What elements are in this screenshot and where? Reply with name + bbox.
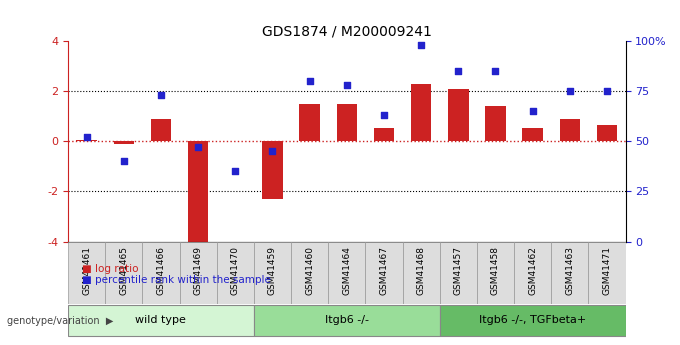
Bar <box>262 141 283 199</box>
Text: GSM41461: GSM41461 <box>82 246 91 295</box>
Bar <box>477 241 514 304</box>
Bar <box>448 89 469 141</box>
Point <box>192 145 203 150</box>
Text: GSM41470: GSM41470 <box>231 246 240 295</box>
Point <box>341 83 352 88</box>
Bar <box>440 241 477 304</box>
Bar <box>597 125 617 141</box>
Bar <box>440 305 626 336</box>
Point <box>490 69 501 74</box>
Bar <box>180 241 217 304</box>
Bar <box>299 104 320 141</box>
Text: GSM41469: GSM41469 <box>194 246 203 295</box>
Bar <box>76 140 97 141</box>
Text: ■ log ratio: ■ log ratio <box>82 264 138 274</box>
Text: wild type: wild type <box>135 315 186 325</box>
Point <box>527 109 538 114</box>
Bar <box>68 305 254 336</box>
Bar <box>254 241 291 304</box>
Bar <box>217 241 254 304</box>
Text: GSM41466: GSM41466 <box>156 246 165 295</box>
Bar <box>551 241 588 304</box>
Bar <box>522 128 543 141</box>
Title: GDS1874 / M200009241: GDS1874 / M200009241 <box>262 25 432 39</box>
Text: GSM41467: GSM41467 <box>379 246 388 295</box>
Point <box>230 169 241 174</box>
Bar <box>151 119 171 141</box>
Bar <box>486 106 506 141</box>
Bar <box>588 241 626 304</box>
Text: GSM41457: GSM41457 <box>454 246 463 295</box>
Bar <box>337 104 357 141</box>
Text: GSM41468: GSM41468 <box>417 246 426 295</box>
Point <box>453 69 464 74</box>
Bar <box>254 305 440 336</box>
Text: GSM41458: GSM41458 <box>491 246 500 295</box>
Bar <box>365 241 403 304</box>
Bar <box>188 141 208 244</box>
Text: Itgb6 -/-: Itgb6 -/- <box>325 315 369 325</box>
Point <box>304 79 315 84</box>
Bar <box>291 241 328 304</box>
Point <box>118 159 129 164</box>
Bar <box>142 241 180 304</box>
Point <box>564 89 575 94</box>
Text: GSM41462: GSM41462 <box>528 246 537 295</box>
Point <box>156 93 167 98</box>
Bar <box>411 84 431 141</box>
Point <box>267 149 278 154</box>
Bar <box>560 119 580 141</box>
Text: GSM41471: GSM41471 <box>602 246 611 295</box>
Bar <box>514 241 551 304</box>
Text: GSM41465: GSM41465 <box>119 246 129 295</box>
Bar <box>328 241 365 304</box>
Text: genotype/variation  ▶: genotype/variation ▶ <box>7 316 113 326</box>
Point <box>81 135 92 140</box>
Text: GSM41460: GSM41460 <box>305 246 314 295</box>
Text: ■ percentile rank within the sample: ■ percentile rank within the sample <box>82 275 271 285</box>
Bar <box>68 241 105 304</box>
Bar <box>403 241 440 304</box>
Bar <box>105 241 142 304</box>
Point <box>602 89 613 94</box>
Bar <box>374 128 394 141</box>
Point <box>415 43 426 48</box>
Point <box>379 113 390 118</box>
Text: Itgb6 -/-, TGFbeta+: Itgb6 -/-, TGFbeta+ <box>479 315 586 325</box>
Text: GSM41463: GSM41463 <box>565 246 575 295</box>
Text: GSM41464: GSM41464 <box>342 246 352 295</box>
Text: GSM41459: GSM41459 <box>268 246 277 295</box>
Bar <box>114 141 134 144</box>
